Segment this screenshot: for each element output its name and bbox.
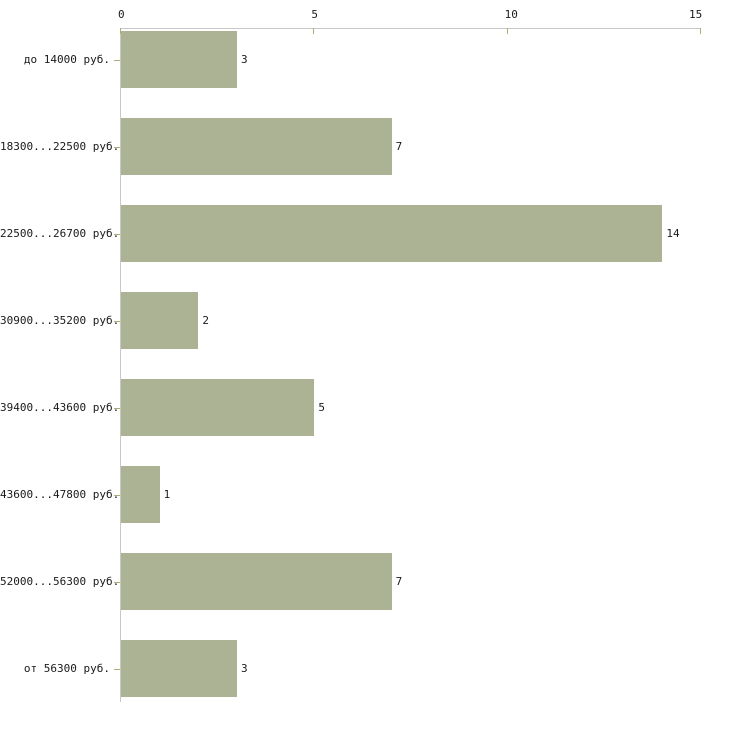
bar[interactable]	[121, 553, 392, 610]
y-axis-category-label: 22500...26700 руб.	[0, 227, 120, 240]
y-axis-tick	[114, 669, 120, 670]
x-axis-tick-label: 0	[118, 8, 125, 21]
y-axis-tick	[114, 321, 120, 322]
x-axis-tick	[313, 28, 315, 34]
bar-value-label: 2	[202, 314, 209, 327]
x-axis-tick-label: 10	[504, 8, 518, 21]
y-axis-category-label: 18300...22500 руб.	[0, 140, 120, 153]
y-axis-line	[120, 28, 121, 702]
bar-value-label: 14	[666, 227, 680, 240]
x-axis-tick	[506, 28, 508, 34]
x-axis-tick-label: 15	[689, 8, 703, 21]
x-axis-tick	[120, 28, 121, 34]
y-axis-tick	[114, 147, 120, 148]
bar-value-label: 3	[241, 53, 248, 66]
bar[interactable]	[121, 379, 315, 436]
bar[interactable]	[121, 205, 663, 262]
y-axis-category-label: от 56300 руб.	[23, 662, 110, 675]
y-axis-category-label: 52000...56300 руб.	[0, 575, 120, 588]
y-axis-tick	[114, 408, 120, 409]
x-axis-tick	[700, 28, 701, 34]
y-axis-category-label: 39400...43600 руб.	[0, 401, 120, 414]
y-axis-tick	[114, 60, 120, 61]
y-axis-tick	[114, 582, 120, 583]
bar[interactable]	[121, 640, 237, 697]
y-axis-tick	[114, 495, 120, 496]
x-axis-tick-label: 5	[311, 8, 318, 21]
bar[interactable]	[121, 31, 237, 88]
bar-value-label: 1	[163, 488, 171, 501]
y-axis-category-label: 30900...35200 руб.	[0, 314, 120, 327]
y-axis-category-label: до 14000 руб.	[23, 53, 110, 66]
y-axis-category-label: 43600...47800 руб.	[0, 488, 120, 501]
bar-value-label: 7	[395, 575, 403, 588]
bar-value-label: 3	[241, 662, 248, 675]
bar-value-label: 5	[318, 401, 325, 414]
bar[interactable]	[121, 292, 199, 349]
y-axis-tick	[114, 234, 120, 235]
bar-value-label: 7	[395, 140, 403, 153]
bar[interactable]	[121, 466, 160, 523]
bar[interactable]	[121, 118, 392, 175]
x-axis-line	[120, 28, 700, 29]
